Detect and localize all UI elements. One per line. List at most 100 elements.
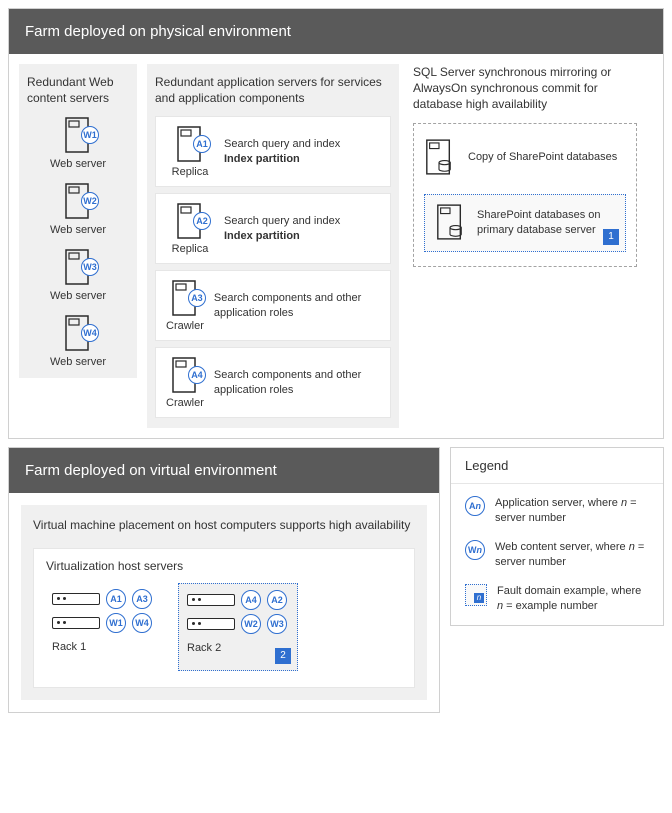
app-line2: Index partition <box>224 229 340 244</box>
fault-number-badge: 1 <box>603 229 619 245</box>
racks-row: A1 A3 W1 W4 Rack 1 <box>46 583 402 671</box>
legend-panel: Legend An Application server, where n = … <box>450 447 664 626</box>
physical-section: Farm deployed on physical environment Re… <box>8 8 664 439</box>
app-line1: Search query and index <box>224 137 340 152</box>
virtual-section: Farm deployed on virtual environment Vir… <box>8 447 440 712</box>
sql-primary-text: SharePoint databases on primary database… <box>477 208 615 238</box>
app-line1: Search components and other application … <box>214 291 380 321</box>
app-card: A2 Replica Search query and index Index … <box>155 193 391 264</box>
physical-body: Redundant Web content servers W1 Web ser… <box>9 54 663 438</box>
web-server-list: W1 Web server W2 Web server W3 <box>27 116 129 368</box>
server-badge: W2 <box>81 192 99 210</box>
web-server-item: W4 Web server <box>50 314 106 368</box>
app-col-title: Redundant application servers for servic… <box>155 74 391 106</box>
vm-badge: W3 <box>267 614 287 634</box>
server-icon: A4 <box>170 356 200 394</box>
app-text: Search query and index Index partition <box>224 214 340 244</box>
virtual-body: Virtual machine placement on host comput… <box>9 493 439 711</box>
server-icon: W2 <box>63 182 93 220</box>
rack-server-icon <box>52 617 100 629</box>
web-server-item: W1 Web server <box>50 116 106 170</box>
server-icon: W3 <box>63 248 93 286</box>
vm-badge: A2 <box>267 590 287 610</box>
rack-server-icon <box>187 618 235 630</box>
app-role-label: Replica <box>172 166 209 178</box>
web-server-item: W3 Web server <box>50 248 106 302</box>
server-icon: W1 <box>63 116 93 154</box>
server-icon: A3 <box>170 279 200 317</box>
app-icon-col: A2 Replica <box>166 202 214 255</box>
sql-copy-text: Copy of SharePoint databases <box>468 150 617 165</box>
vm-badge: W2 <box>241 614 261 634</box>
app-icon-col: A1 Replica <box>166 125 214 178</box>
legend-fault-text: Fault domain example, where n = example … <box>497 584 649 614</box>
app-column: Redundant application servers for servic… <box>147 64 399 428</box>
app-line1: Search query and index <box>224 214 340 229</box>
app-role-label: Crawler <box>166 320 204 332</box>
legend-row-web: Wn Web content server, where n = server … <box>465 540 649 570</box>
server-badge: W4 <box>81 324 99 342</box>
rack-server-icon <box>52 593 100 605</box>
rack-server-icon <box>187 594 235 606</box>
sql-dashed-box: Copy of SharePoint databases SharePoint … <box>413 123 637 267</box>
fault-number-badge: 2 <box>275 648 291 664</box>
legend-fault-n: n <box>474 593 484 603</box>
rack-label: Rack 2 <box>187 642 221 654</box>
app-icon-col: A3 Crawler <box>166 279 204 332</box>
server-badge: W1 <box>81 126 99 144</box>
database-server-icon <box>435 203 465 243</box>
app-list: A1 Replica Search query and index Index … <box>155 116 391 418</box>
host-box: Virtualization host servers A1 A3 W1 <box>33 548 415 688</box>
legend-web-badge: Wn <box>465 540 485 560</box>
server-icon: A1 <box>175 125 205 163</box>
legend-fault-icon: n <box>465 584 487 606</box>
rack-2: A4 A2 W2 W3 Rack 2 <box>187 590 287 654</box>
legend-row-app: An Application server, where n = server … <box>465 496 649 526</box>
server-label: Web server <box>50 158 106 170</box>
legend-body: An Application server, where n = server … <box>451 484 663 625</box>
lower-row: Farm deployed on virtual environment Vir… <box>8 447 664 712</box>
vm-badge: W4 <box>132 613 152 633</box>
server-badge: A4 <box>188 366 206 384</box>
vm-badge: A4 <box>241 590 261 610</box>
legend-app-text: Application server, where n = server num… <box>495 496 649 526</box>
legend-app-badge: An <box>465 496 485 516</box>
legend-row-fault: n Fault domain example, where n = exampl… <box>465 584 649 614</box>
server-icon: W4 <box>63 314 93 352</box>
app-role-label: Crawler <box>166 397 204 409</box>
virtual-inner-panel: Virtual machine placement on host comput… <box>21 505 427 699</box>
vm-badge: A1 <box>106 589 126 609</box>
server-icon: A2 <box>175 202 205 240</box>
server-badge: A3 <box>188 289 206 307</box>
physical-header: Farm deployed on physical environment <box>9 9 663 54</box>
app-line2: Index partition <box>224 152 340 167</box>
sql-column: SQL Server synchronous mirroring or Alwa… <box>409 64 637 267</box>
sql-copy-row: Copy of SharePoint databases <box>424 138 626 178</box>
virtual-header: Farm deployed on virtual environment <box>9 448 439 493</box>
legend-title: Legend <box>451 448 663 484</box>
web-col-title: Redundant Web content servers <box>27 74 129 106</box>
rack-row: A4 A2 <box>187 590 287 610</box>
app-text: Search query and index Index partition <box>224 137 340 167</box>
server-badge: A1 <box>193 135 211 153</box>
web-server-item: W2 Web server <box>50 182 106 236</box>
legend-web-text: Web content server, where n = server num… <box>495 540 649 570</box>
app-card: A4 Crawler Search components and other a… <box>155 347 391 418</box>
web-column: Redundant Web content servers W1 Web ser… <box>19 64 137 378</box>
vm-badge: A3 <box>132 589 152 609</box>
app-card: A3 Crawler Search components and other a… <box>155 270 391 341</box>
server-badge: A2 <box>193 212 211 230</box>
rack-row: A1 A3 <box>52 589 152 609</box>
rack-row: W1 W4 <box>52 613 152 633</box>
server-label: Web server <box>50 224 106 236</box>
rack-label: Rack 1 <box>52 641 86 653</box>
host-title: Virtualization host servers <box>46 559 402 573</box>
vm-badge: W1 <box>106 613 126 633</box>
rack-1: A1 A3 W1 W4 Rack 1 <box>46 583 158 671</box>
sql-col-title: SQL Server synchronous mirroring or Alwa… <box>413 64 637 113</box>
app-text: Search components and other application … <box>214 368 380 398</box>
sql-fault-box: SharePoint databases on primary database… <box>424 194 626 252</box>
rack-2-fault-box: A4 A2 W2 W3 Rack 2 2 <box>178 583 298 671</box>
rack-row: W2 W3 <box>187 614 287 634</box>
database-server-icon <box>424 138 456 178</box>
